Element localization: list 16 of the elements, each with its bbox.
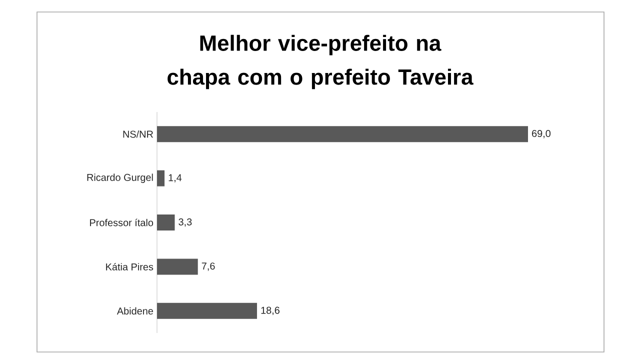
bar (157, 126, 528, 142)
data-label: 1,4 (168, 174, 182, 182)
y-tick-label: Abidene (116, 307, 154, 315)
bar (157, 170, 165, 186)
data-label: 69,0 (532, 130, 551, 138)
y-tick-label: Professor ítalo (90, 218, 154, 226)
y-tick-label: NS/NR (123, 130, 154, 138)
bar (157, 302, 258, 319)
data-label: 18,6 (261, 306, 280, 316)
y-tick-label: Kátia Pires (106, 262, 154, 270)
data-label: 7,6 (202, 262, 215, 271)
chart-title: Melhor vice-prefeito na chapa com o prefeito Taveira (168, 34, 474, 90)
y-tick-label: Ricardo Gurgel (87, 174, 153, 183)
bar (157, 258, 198, 275)
bar (157, 214, 175, 231)
data-label: 3,3 (178, 218, 192, 227)
